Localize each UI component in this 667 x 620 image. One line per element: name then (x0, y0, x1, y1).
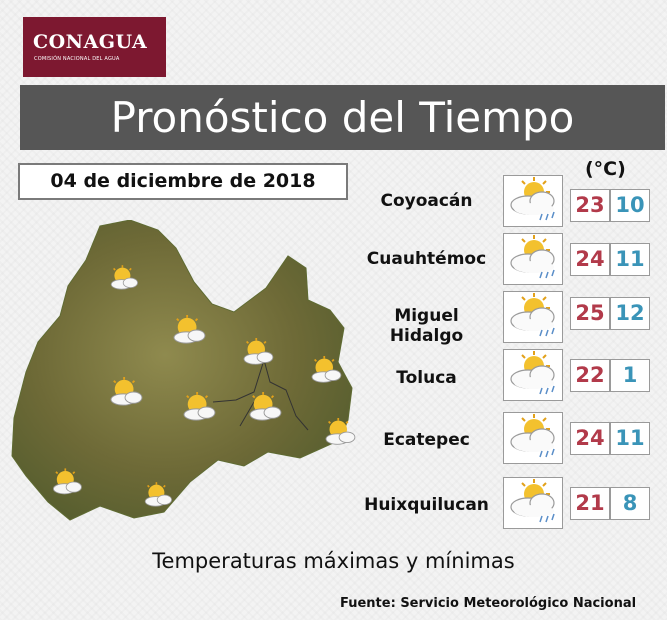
max-temperature: 22 (570, 359, 610, 392)
partly-cloudy-rain-icon (503, 477, 563, 529)
min-temperature: 11 (610, 422, 650, 455)
city-name: Ecatepec (383, 430, 470, 450)
min-temperature: 10 (610, 189, 650, 222)
min-temperature: 1 (610, 359, 650, 392)
partly-cloudy-rain-icon (503, 291, 563, 343)
map-border-line (212, 358, 309, 431)
min-temperature: 12 (610, 297, 650, 330)
title-bar: Pronóstico del Tiempo (20, 85, 665, 150)
map-region-shape (11, 220, 353, 521)
source-credit: Fuente: Servicio Meteorológico Nacional (340, 596, 637, 611)
unit-label: (°C) (585, 158, 626, 180)
caption: Temperaturas máximas y mínimas (152, 549, 515, 573)
max-temperature: 25 (570, 297, 610, 330)
city-name: Cuauhtémoc (366, 249, 487, 269)
partly-cloudy-rain-icon (503, 349, 563, 401)
min-temperature: 8 (610, 487, 650, 520)
city-name: Coyoacán (380, 191, 473, 211)
partly-cloudy-rain-icon (503, 175, 563, 227)
city-name: Miguel Hidalgo (389, 306, 464, 346)
city-name: Huixquilucan (364, 495, 489, 515)
city-name: Toluca (396, 368, 457, 388)
max-temperature: 21 (570, 487, 610, 520)
state-map (11, 220, 356, 521)
conagua-logo: CONAGUA COMISIÓN NACIONAL DEL AGUA (23, 17, 166, 77)
min-temperature: 11 (610, 243, 650, 276)
page-title: Pronóstico del Tiempo (110, 93, 575, 142)
logo-name: CONAGUA (33, 31, 148, 53)
forecast-date: 04 de diciembre de 2018 (50, 170, 316, 192)
max-temperature: 23 (570, 189, 610, 222)
partly-cloudy-rain-icon (503, 412, 563, 464)
logo-subtitle: COMISIÓN NACIONAL DEL AGUA (34, 56, 120, 62)
max-temperature: 24 (570, 243, 610, 276)
date-box: 04 de diciembre de 2018 (18, 163, 348, 200)
partly-cloudy-rain-icon (503, 233, 563, 285)
max-temperature: 24 (570, 422, 610, 455)
